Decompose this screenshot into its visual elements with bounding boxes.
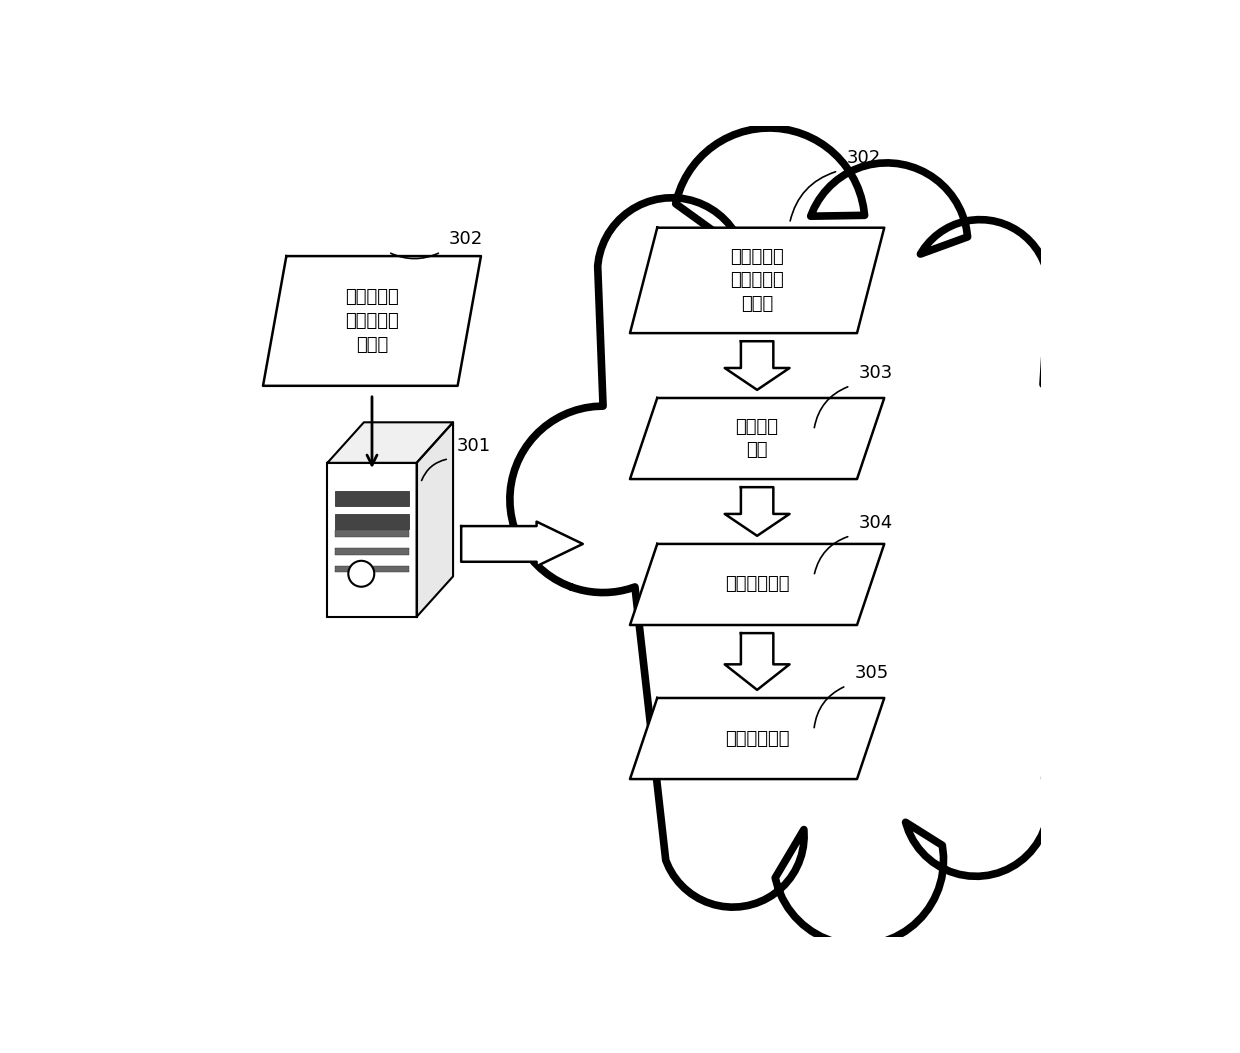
Polygon shape xyxy=(630,698,884,779)
Polygon shape xyxy=(461,521,583,567)
Bar xyxy=(335,514,408,529)
Polygon shape xyxy=(724,488,790,536)
Text: 在多个拍摄
条件下拍摄
的图像: 在多个拍摄 条件下拍摄 的图像 xyxy=(345,289,399,354)
Polygon shape xyxy=(327,422,453,463)
Bar xyxy=(335,492,408,506)
Text: 在多个拍摄
条件下拍摄
的图像: 在多个拍摄 条件下拍摄 的图像 xyxy=(730,247,784,313)
Polygon shape xyxy=(630,227,884,333)
Text: 302: 302 xyxy=(847,148,880,166)
Text: 303: 303 xyxy=(858,363,893,381)
Text: 疑似缺陮图像: 疑似缺陮图像 xyxy=(725,576,790,594)
Text: 304: 304 xyxy=(858,514,893,532)
Polygon shape xyxy=(630,544,884,625)
Text: 305: 305 xyxy=(854,663,889,681)
Bar xyxy=(335,565,408,573)
Polygon shape xyxy=(510,128,1100,946)
Text: 第二检测结果: 第二检测结果 xyxy=(725,730,790,748)
Polygon shape xyxy=(724,341,790,390)
Polygon shape xyxy=(630,398,884,479)
Polygon shape xyxy=(417,422,453,617)
Text: 301: 301 xyxy=(458,437,491,455)
Bar xyxy=(335,549,408,555)
Text: 第一检测
结果: 第一检测 结果 xyxy=(735,418,779,459)
Text: 302: 302 xyxy=(449,230,484,247)
Polygon shape xyxy=(724,633,790,690)
Circle shape xyxy=(348,561,374,587)
Bar xyxy=(327,463,417,617)
Polygon shape xyxy=(263,256,481,385)
Bar xyxy=(335,531,408,537)
